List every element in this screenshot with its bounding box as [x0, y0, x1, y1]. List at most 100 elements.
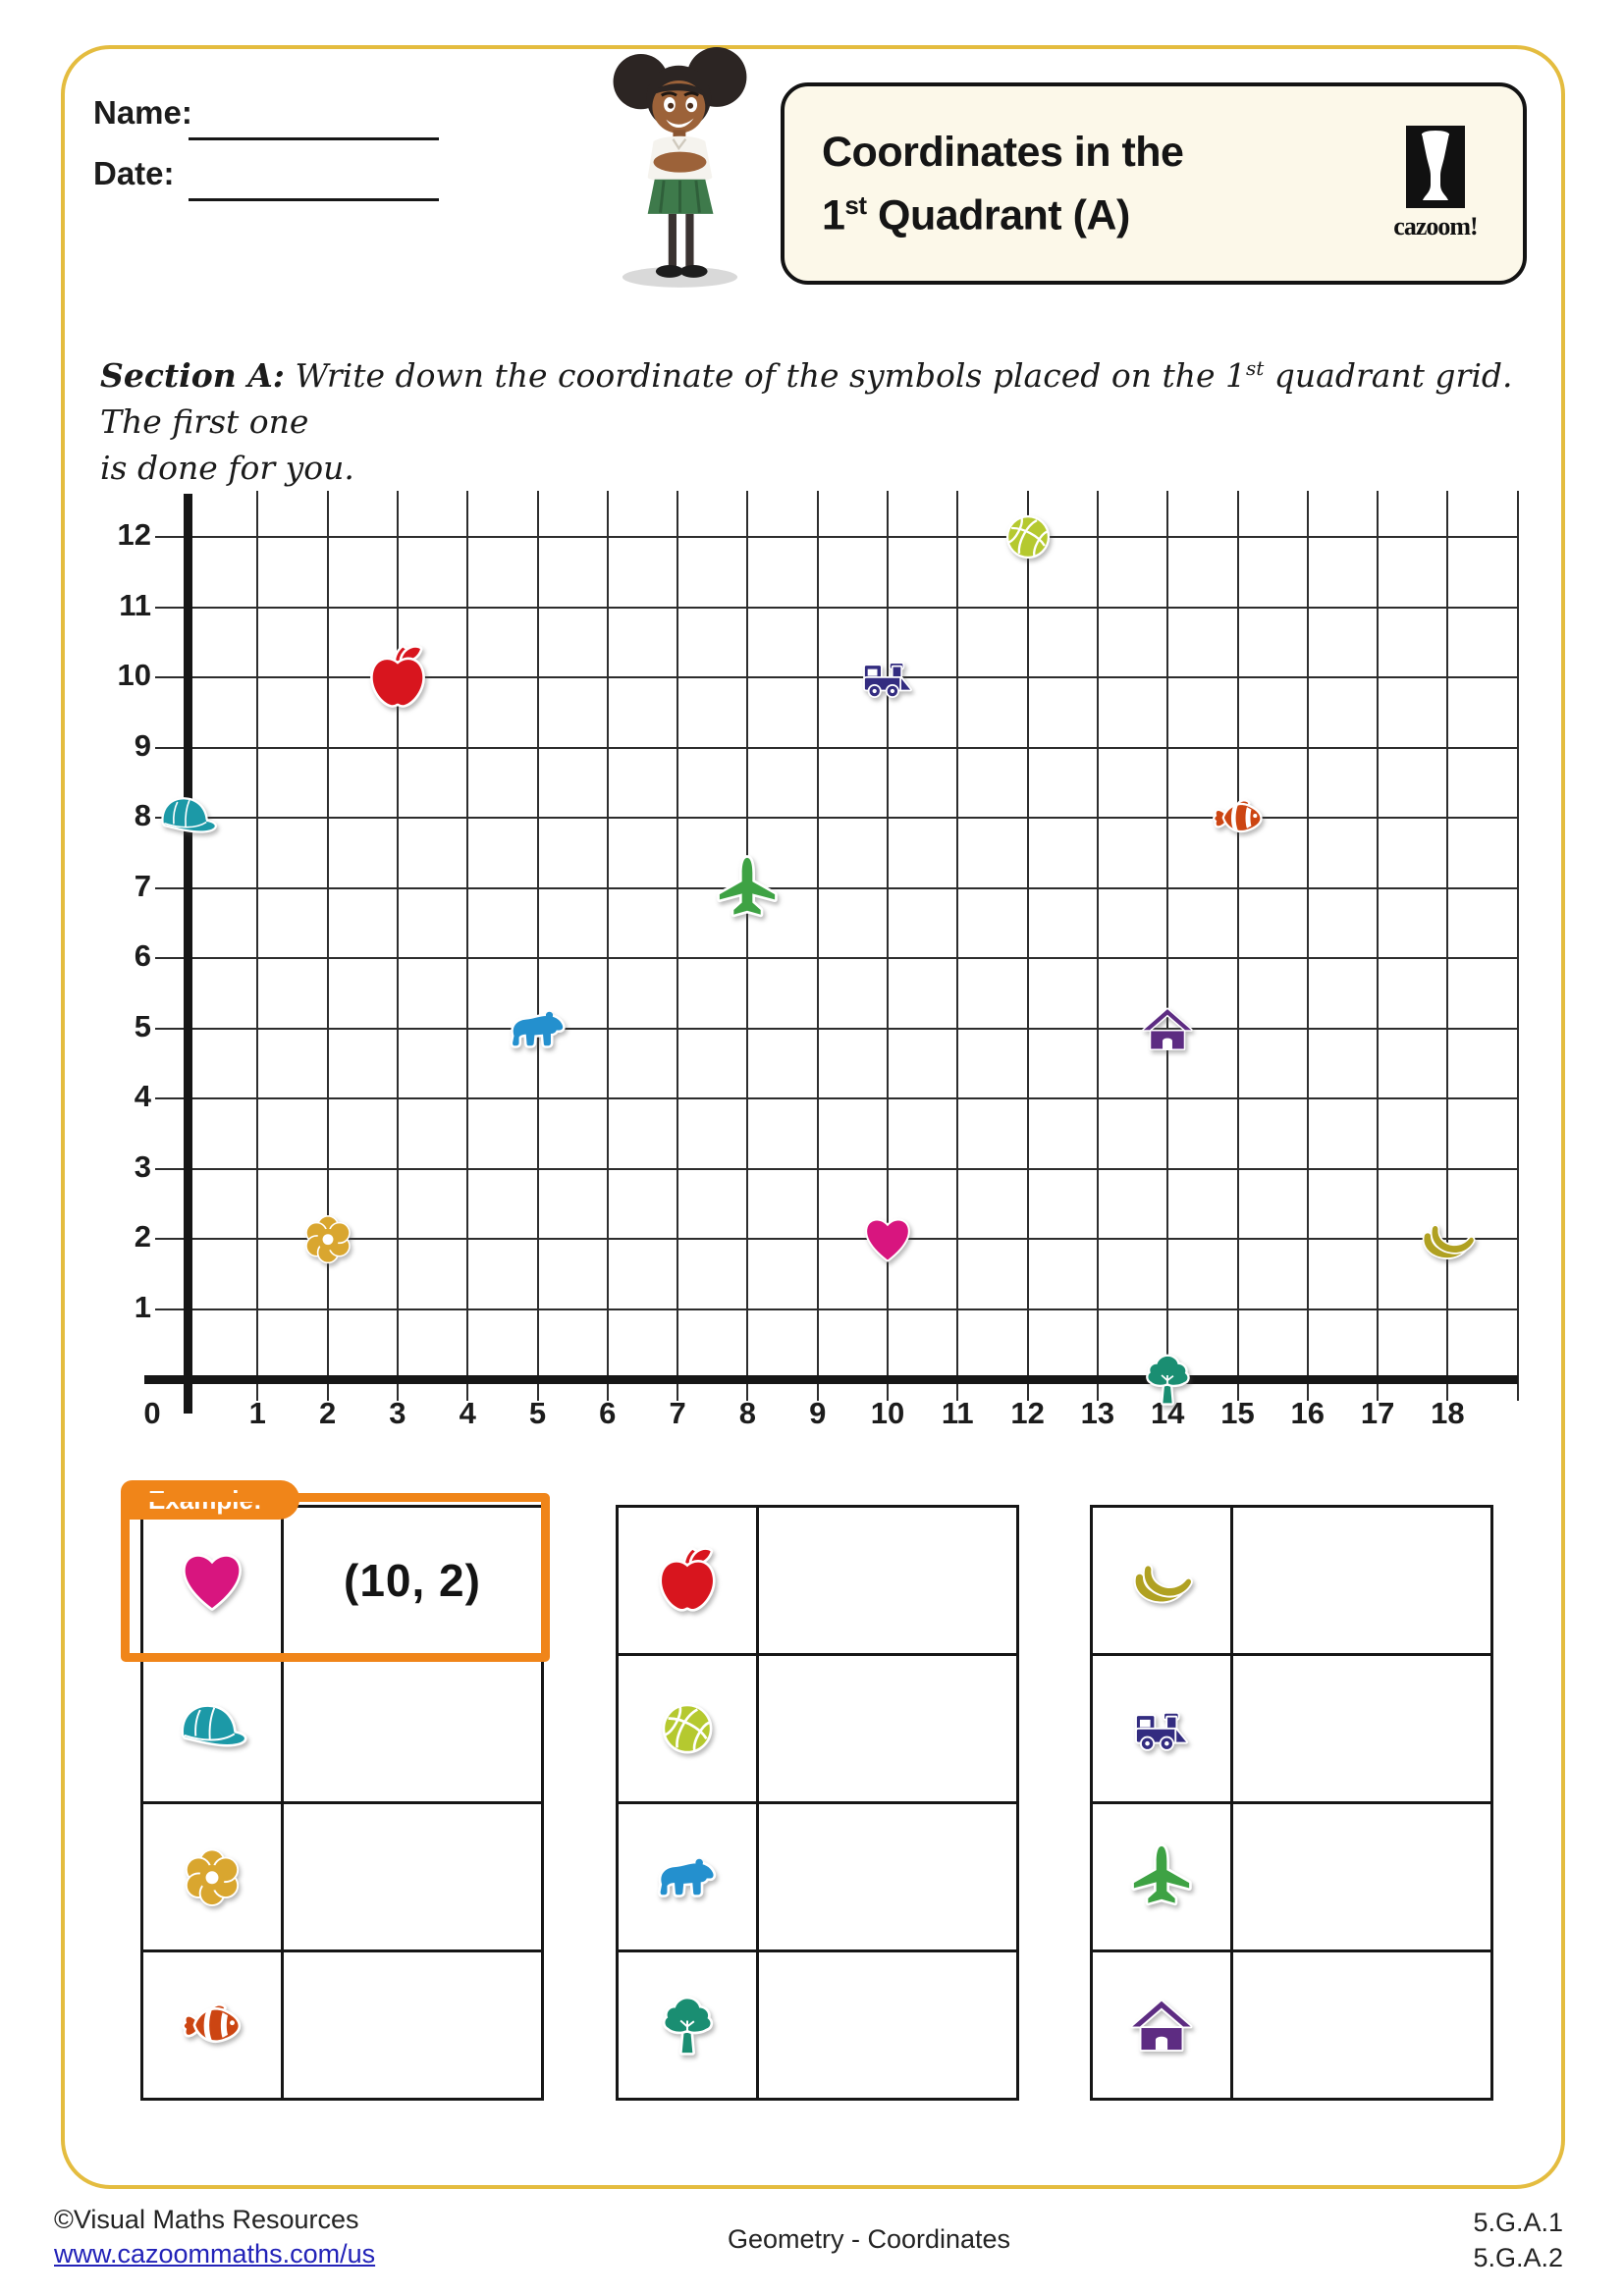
table-row	[1093, 1508, 1490, 1653]
gridline-vertical	[1446, 491, 1449, 1401]
gridline-vertical	[536, 491, 539, 1401]
answer-cell[interactable]	[1233, 1952, 1490, 2098]
table-symbol-basketball-icon	[619, 1656, 759, 1801]
example-tab: Example:	[121, 1480, 299, 1520]
gridline-vertical	[1516, 491, 1519, 1401]
answer-cell[interactable]	[284, 1952, 541, 2098]
table-symbol-airplane-icon	[1093, 1804, 1233, 1949]
answer-cell[interactable]: (10, 2)	[284, 1508, 541, 1653]
x-tick-label: 5	[528, 1396, 547, 1430]
x-tick-label: 11	[941, 1396, 974, 1430]
gridline-vertical	[1026, 491, 1029, 1401]
answer-table	[1090, 1505, 1493, 2101]
gridline-vertical	[466, 491, 469, 1401]
gridline-vertical	[677, 491, 679, 1401]
x-tick-label: 1	[248, 1396, 266, 1430]
date-field[interactable]	[189, 159, 439, 201]
x-tick-label: 16	[1290, 1396, 1326, 1430]
x-tick-label: 6	[599, 1396, 617, 1430]
table-row	[619, 1653, 1016, 1801]
example-tab-label: Example:	[148, 1485, 262, 1515]
table-row	[143, 1653, 541, 1801]
x-tick-label: 7	[669, 1396, 686, 1430]
y-tick-label: 10	[117, 658, 151, 692]
cazoom-logo-text: cazoom!	[1393, 212, 1478, 240]
title-box: Coordinates in the 1st Quadrant (A) cazo…	[781, 82, 1527, 285]
gridline-horizontal	[155, 957, 1518, 959]
gridline-horizontal	[155, 1027, 1518, 1030]
x-tick-label: 9	[809, 1396, 827, 1430]
table-row	[619, 1508, 1016, 1653]
answer-cell[interactable]	[1233, 1508, 1490, 1653]
footer-copyright: ©Visual Maths Resources	[54, 2205, 359, 2234]
gridline-vertical	[1236, 491, 1239, 1401]
date-label: Date:	[93, 155, 175, 191]
answer-table: (10, 2)	[140, 1505, 544, 2101]
example-answer: (10, 2)	[344, 1555, 481, 1606]
table-symbol-flower-icon	[143, 1804, 284, 1949]
grid-symbol-tree	[1135, 1347, 1200, 1412]
y-tick-label: 9	[134, 727, 151, 763]
grid-symbol-heart	[859, 1210, 916, 1267]
answer-cell[interactable]	[759, 1804, 1016, 1949]
table-row: (10, 2)	[143, 1508, 541, 1653]
table-symbol-cap-icon	[143, 1656, 284, 1801]
y-tick-label: 8	[134, 798, 151, 832]
table-symbol-bear-icon	[619, 1804, 759, 1949]
page-border	[61, 45, 1565, 2189]
answer-cell[interactable]	[759, 1656, 1016, 1801]
answer-cell[interactable]	[759, 1952, 1016, 2098]
y-tick-label: 6	[134, 938, 151, 973]
x-tick-label: 12	[1010, 1396, 1045, 1430]
x-tick-label: 3	[389, 1396, 406, 1430]
table-symbol-apple-icon	[619, 1508, 759, 1653]
x-tick-label: 0	[143, 1396, 161, 1430]
grid-symbol-apple	[361, 641, 434, 714]
gridline-vertical	[746, 491, 749, 1401]
y-tick-label: 5	[134, 1008, 151, 1043]
table-row	[619, 1801, 1016, 1949]
table-row	[143, 1949, 541, 2098]
gridline-horizontal	[155, 1167, 1518, 1170]
answer-cell[interactable]	[1233, 1804, 1490, 1949]
gridline-horizontal	[155, 746, 1518, 749]
answer-cell[interactable]	[759, 1508, 1016, 1653]
x-tick-label: 8	[738, 1396, 757, 1430]
grid-symbol-train	[853, 643, 922, 712]
gridline-vertical	[1166, 491, 1169, 1401]
gridline-vertical	[256, 491, 259, 1401]
grid-symbol-fish	[1207, 786, 1270, 849]
table-symbol-train-icon	[1093, 1656, 1233, 1801]
section-instruction: Section A: Write down the coordinate of …	[100, 356, 1513, 487]
x-tick-label: 15	[1220, 1396, 1255, 1430]
y-tick-label: 2	[134, 1219, 151, 1254]
gridline-vertical	[1096, 491, 1099, 1401]
table-row	[1093, 1801, 1490, 1949]
y-tick-label: 1	[134, 1289, 151, 1324]
grid-symbol-basketball	[996, 505, 1060, 569]
y-tick-label: 4	[134, 1079, 151, 1113]
table-row	[143, 1801, 541, 1949]
y-axis	[184, 494, 192, 1414]
gridline-horizontal	[155, 606, 1518, 609]
answer-cell[interactable]	[284, 1804, 541, 1949]
footer-standards: 5.G.A.1 5.G.A.2	[1473, 2208, 1563, 2272]
table-symbol-house-icon	[1093, 1952, 1233, 2098]
grid-symbol-house	[1137, 998, 1198, 1059]
answer-cell[interactable]	[1233, 1656, 1490, 1801]
gridline-vertical	[1377, 491, 1380, 1401]
grid-symbol-airplane	[710, 851, 785, 926]
x-tick-label: 4	[459, 1396, 476, 1430]
name-field[interactable]	[189, 98, 439, 140]
gridline-vertical	[326, 491, 329, 1401]
gridline-vertical	[606, 491, 609, 1401]
footer-url-link[interactable]: www.cazoommaths.com/us	[54, 2239, 376, 2269]
grid-symbol-bear	[503, 993, 573, 1064]
gridline-horizontal	[155, 1238, 1518, 1240]
gridline-horizontal	[155, 676, 1518, 678]
gridline-vertical	[956, 491, 959, 1401]
gridline-horizontal	[155, 886, 1518, 889]
grid-symbol-banana	[1414, 1205, 1481, 1272]
answer-cell[interactable]	[284, 1656, 541, 1801]
